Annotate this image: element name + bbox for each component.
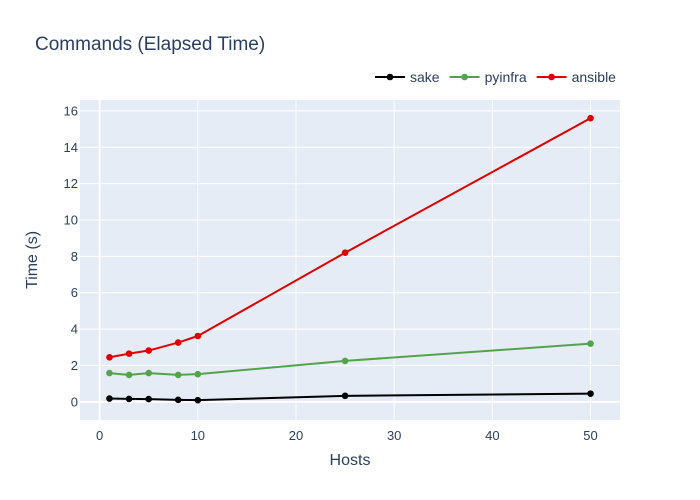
chart-title: Commands (Elapsed Time) (35, 34, 265, 55)
data-point-sake[interactable] (125, 395, 133, 403)
data-point-ansible[interactable] (587, 114, 594, 122)
x-axis-title: Hosts (330, 452, 371, 469)
data-point-ansible[interactable] (174, 339, 182, 346)
legend-swatch-marker (461, 73, 468, 81)
data-point-ansible[interactable] (145, 347, 153, 354)
data-point-pyinfra[interactable] (194, 370, 202, 378)
legend[interactable]: sake pyinfra ansible (375, 69, 616, 85)
data-point-pyinfra[interactable] (106, 369, 113, 377)
x-tick-label: 10 (191, 428, 205, 443)
legend-swatch-marker (548, 73, 555, 81)
legend-item-ansible[interactable]: ansible (536, 69, 617, 85)
legend-label: pyinfra (485, 69, 527, 85)
data-point-pyinfra[interactable] (125, 371, 133, 379)
y-tick-label: 12 (64, 176, 78, 191)
x-tick-label: 30 (387, 428, 401, 443)
data-point-ansible[interactable] (194, 332, 202, 340)
grid (80, 100, 620, 420)
series-sake (106, 390, 594, 404)
y-tick-label: 10 (64, 213, 78, 228)
data-point-ansible[interactable] (125, 350, 133, 357)
x-tick-label: 20 (289, 428, 303, 443)
series-pyinfra (106, 340, 594, 379)
x-tick-label: 50 (583, 428, 597, 443)
y-axis-title: Time (s) (24, 231, 41, 289)
data-point-sake[interactable] (106, 395, 113, 402)
series-layer (106, 114, 594, 404)
y-tick-label: 8 (71, 249, 78, 264)
x-tick-label: 0 (96, 428, 103, 443)
y-tick-label: 2 (71, 358, 78, 373)
series-ansible (106, 114, 594, 361)
y-tick-label: 4 (71, 322, 78, 337)
legend-label: sake (410, 69, 440, 85)
y-tick-label: 14 (64, 140, 78, 155)
plot-area (80, 100, 620, 420)
data-point-ansible[interactable] (106, 353, 113, 361)
x-tick-label: 40 (485, 428, 499, 443)
data-point-sake[interactable] (194, 396, 202, 404)
data-point-pyinfra[interactable] (587, 340, 594, 347)
legend-label: ansible (572, 69, 617, 85)
data-point-sake[interactable] (587, 390, 594, 397)
tick-labels: 0 10 20 30 40 50 0 2 4 6 8 10 12 14 16 (64, 103, 598, 443)
data-point-sake[interactable] (145, 395, 153, 403)
y-tick-label: 6 (71, 285, 78, 300)
legend-item-sake[interactable]: sake (375, 69, 440, 85)
data-point-pyinfra[interactable] (174, 371, 182, 379)
data-point-pyinfra[interactable] (341, 357, 349, 365)
data-point-pyinfra[interactable] (145, 369, 153, 377)
y-tick-label: 0 (71, 394, 78, 409)
legend-swatch-marker (386, 73, 394, 81)
y-tick-label: 16 (64, 103, 78, 118)
legend-item-pyinfra[interactable]: pyinfra (449, 69, 527, 85)
data-point-sake[interactable] (341, 392, 349, 400)
data-point-ansible[interactable] (341, 249, 349, 257)
data-point-sake[interactable] (174, 396, 182, 404)
